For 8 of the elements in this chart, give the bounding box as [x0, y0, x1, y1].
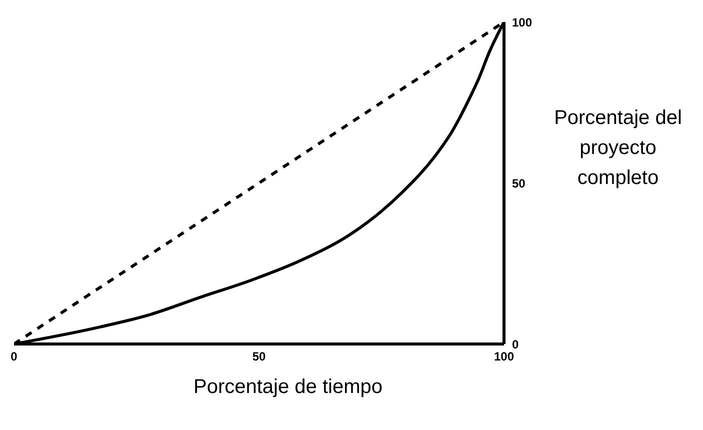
x-axis-title: Porcentaje de tiempo: [192, 376, 384, 399]
y-tick-label: 100: [512, 15, 532, 30]
y-tick-label: 0: [512, 337, 519, 352]
x-tick-label: 100: [494, 350, 514, 364]
x-tick-label: 50: [252, 350, 266, 364]
y-axis-title: Porcentaje del proyecto completo: [553, 106, 683, 191]
y-tick-label: 50: [512, 176, 526, 190]
x-tick-label: 0: [10, 350, 18, 364]
